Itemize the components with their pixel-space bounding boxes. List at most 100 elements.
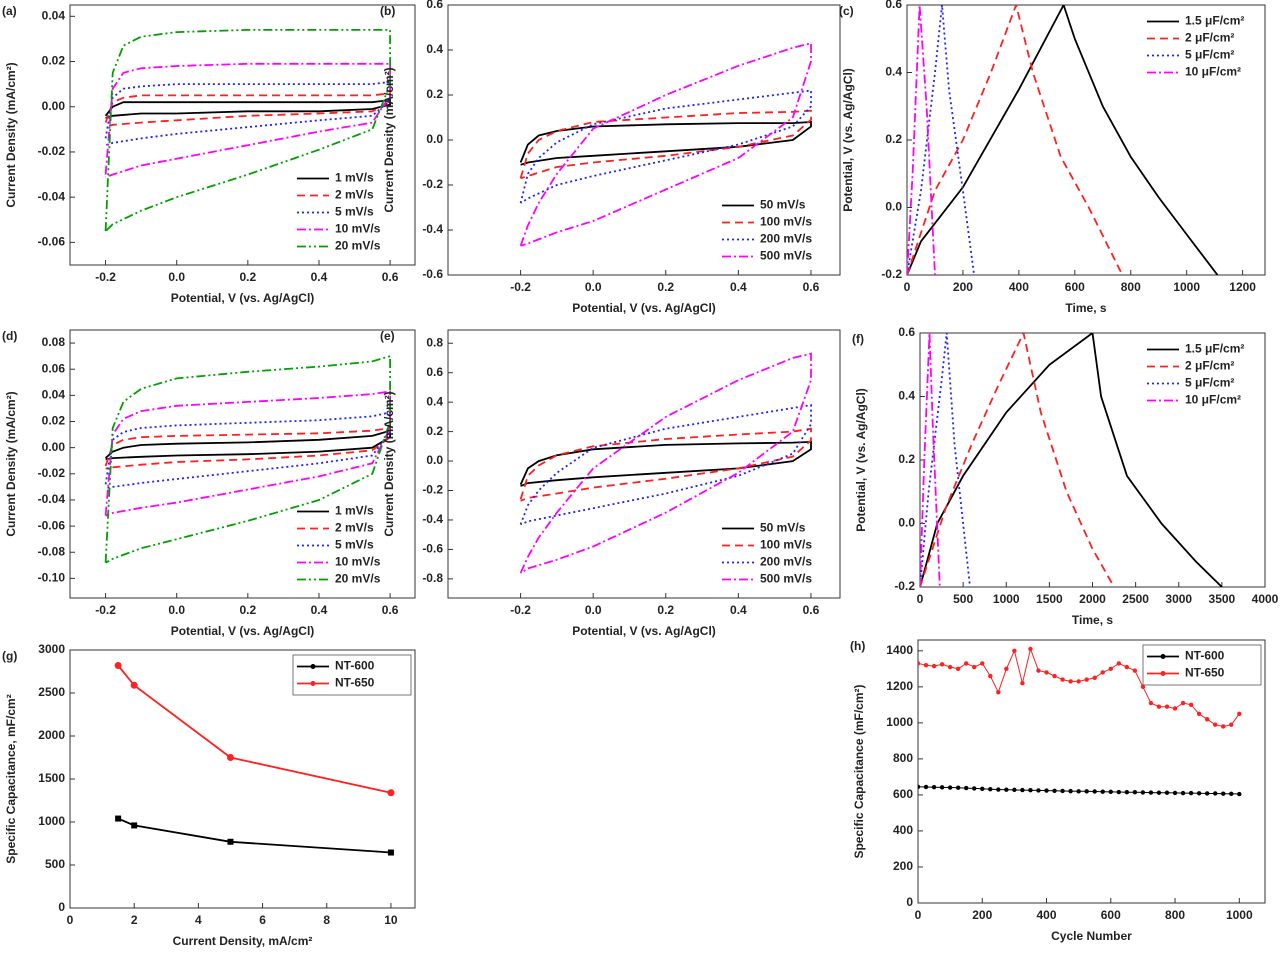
y-axis-label: Current Density (mA/cm²) [4, 62, 18, 207]
y-tick-label: 0.6 [898, 325, 915, 339]
x-tick-label: 1000 [1173, 280, 1200, 294]
y-tick-label: 0.04 [42, 388, 66, 402]
y-tick-label: -0.2 [422, 177, 443, 191]
y-tick-label: 0.4 [426, 42, 443, 56]
marker [1108, 789, 1113, 795]
series-line [519, 352, 812, 574]
x-tick-label: -0.2 [95, 603, 116, 617]
marker [988, 786, 993, 792]
x-axis-label: Potential, V (vs. Ag/AgCl) [171, 624, 315, 638]
legend-label: 20 mV/s [335, 572, 381, 586]
x-tick-label: 0 [67, 913, 74, 927]
plot-area [519, 42, 812, 247]
y-axis-label: Current Density (mA/cm²) [4, 391, 18, 536]
x-tick-label: 0.6 [803, 603, 820, 617]
marker [996, 787, 1001, 792]
legend-label: 10 μF/cm² [1185, 393, 1241, 407]
x-tick-label: 500 [953, 592, 973, 606]
legend-label: 50 mV/s [760, 198, 806, 212]
y-tick-label: 0 [906, 895, 913, 909]
marker [387, 789, 395, 797]
x-tick-label: 200 [953, 280, 973, 294]
y-tick-label: 200 [893, 859, 913, 873]
marker [996, 690, 1001, 695]
marker [923, 784, 929, 790]
legend-label: 2 μF/cm² [1185, 359, 1234, 373]
marker [1124, 790, 1130, 795]
marker [1036, 668, 1041, 673]
marker [918, 784, 921, 790]
series-line [104, 29, 391, 232]
marker [1229, 722, 1234, 727]
marker [918, 661, 921, 666]
y-tick-label: 1500 [38, 771, 65, 785]
y-axis-label: Potential, V (vs. Ag/AgCl) [854, 388, 868, 532]
marker [1028, 788, 1033, 793]
panel-label: (c) [839, 4, 854, 18]
marker [1060, 788, 1065, 794]
y-tick-label: -0.04 [38, 492, 66, 506]
panel-label: (b) [380, 4, 395, 18]
axes-frame [906, 4, 1266, 276]
x-tick-label: -0.2 [95, 270, 116, 284]
y-tick-label: 0.2 [885, 132, 902, 146]
x-tick-label: 0.0 [585, 603, 602, 617]
x-axis-label: Potential, V (vs. Ag/AgCl) [171, 291, 315, 305]
marker [1068, 679, 1073, 684]
marker [1020, 787, 1025, 793]
plot-area [918, 646, 1242, 797]
series-line [519, 440, 812, 487]
x-tick-label: 1000 [1226, 908, 1253, 922]
y-axis-label: Current Density (mA/cm²) [382, 391, 396, 536]
x-tick-label: 0.6 [382, 270, 399, 284]
marker [1180, 700, 1186, 706]
marker [947, 664, 953, 670]
x-axis-label: Time, s [1065, 301, 1106, 315]
x-tick-label: 1000 [993, 592, 1020, 606]
legend-label: NT-600 [335, 659, 375, 673]
marker [1004, 666, 1009, 672]
legend-label: 5 μF/cm² [1185, 48, 1234, 62]
y-tick-label: 3000 [38, 642, 65, 656]
series-line [519, 89, 812, 204]
y-tick-label: 0.00 [42, 99, 66, 113]
marker [1196, 711, 1202, 717]
marker [1204, 717, 1210, 722]
marker [980, 786, 985, 791]
x-tick-label: 400 [1037, 908, 1057, 922]
series-line [104, 411, 391, 490]
series-line [104, 98, 391, 119]
x-tick-label: 0.4 [730, 280, 747, 294]
marker [1100, 789, 1105, 794]
legend-label: 500 mV/s [760, 249, 812, 263]
series-line [117, 664, 392, 794]
x-tick-label: 400 [1009, 280, 1029, 294]
series-line [907, 5, 1124, 275]
x-tick-label: 600 [1101, 908, 1121, 922]
marker [1229, 791, 1234, 797]
marker [947, 785, 953, 790]
y-tick-label: 0.00 [42, 440, 66, 454]
x-axis-label: Cycle Number [1051, 929, 1132, 943]
x-tick-label: 0.2 [239, 603, 256, 617]
marker [1148, 700, 1154, 706]
legend-label: 1.5 μF/cm² [1185, 14, 1244, 28]
y-tick-label: 0.0 [898, 516, 915, 530]
marker [1212, 791, 1218, 796]
panel-label: (h) [850, 639, 865, 653]
y-tick-label: 0.02 [42, 54, 66, 68]
panel-label: (a) [2, 4, 17, 18]
x-tick-label: 0.6 [382, 603, 399, 617]
legend-frame [292, 654, 412, 696]
x-tick-label: 0 [917, 592, 924, 606]
y-tick-label: 0.8 [426, 335, 443, 349]
plot-area [519, 352, 812, 574]
plot-area [920, 333, 1223, 587]
x-tick-label: 200 [972, 908, 992, 922]
series-line [519, 42, 812, 247]
x-tick-label: -0.2 [510, 603, 531, 617]
y-tick-label: 1000 [38, 814, 65, 828]
series-line [519, 427, 812, 502]
x-tick-label: 2000 [1079, 592, 1106, 606]
legend-label: 10 mV/s [335, 222, 381, 236]
